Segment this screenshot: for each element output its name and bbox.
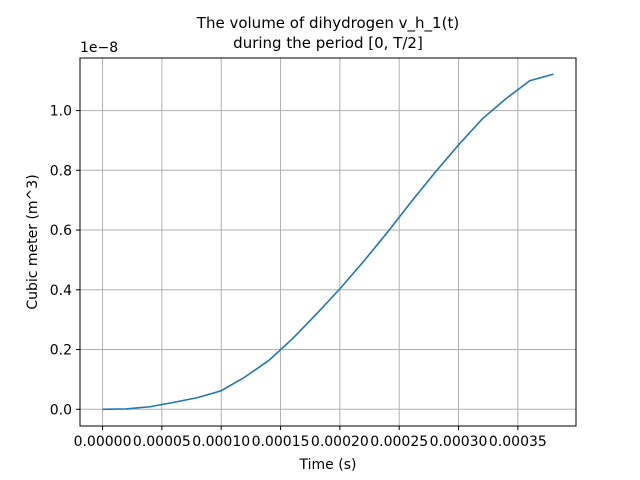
y-tick-label: 1.0 [50,104,72,120]
chart-title-line-1: The volume of dihydrogen v_h_1(t) [196,14,459,33]
x-tick-label: 0.00035 [489,434,547,450]
series-line [102,73,554,411]
y-tick-label: 0.2 [50,343,72,359]
x-tick-label: 0.00025 [370,434,428,450]
y-tick-label: 0.8 [50,163,72,179]
y-axis-ticks: 0.0 0.2 0.4 0.6 0.8 1.0 [50,104,80,418]
x-tick-label: 0.00020 [311,434,369,450]
x-tick-label: 0.00015 [252,434,310,450]
y-axis-offset-label: 1e−8 [80,40,118,56]
y-tick-label: 0.0 [50,402,72,418]
plot-frame [79,57,577,427]
x-tick-label: 0.00030 [430,434,488,450]
chart-title-line-2: during the period [0, T/2] [233,34,423,52]
y-tick-label: 0.6 [50,223,72,239]
x-axis-label: Time (s) [299,457,357,473]
x-tick-label: 0.00010 [192,434,250,450]
y-tick-label: 0.4 [50,283,72,299]
y-axis-label: Cubic meter (m^3) [25,174,41,309]
x-tick-label: 0.00005 [133,434,191,450]
x-axis-ticks: 0.00000 0.00005 0.00010 0.00015 0.00020 0.000… [74,426,547,450]
grid [80,58,576,426]
x-tick-label: 0.00000 [74,434,132,450]
